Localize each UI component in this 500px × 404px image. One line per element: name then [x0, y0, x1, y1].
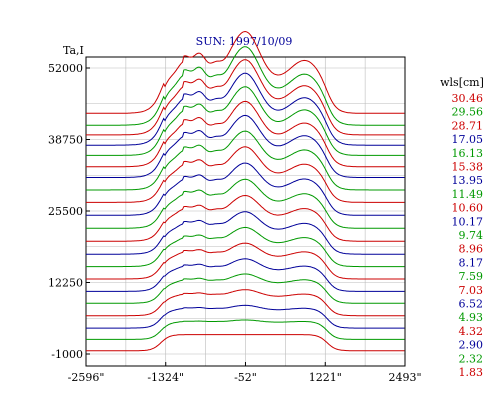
- series-line-30.46: [86, 30, 405, 114]
- y-axis-label: Ta,I: [63, 44, 84, 57]
- series-line-10.17: [86, 162, 405, 216]
- series-line-2.90: [86, 304, 405, 329]
- legend-entry: 1.83: [459, 366, 484, 379]
- legend-entry: 13.95: [452, 174, 484, 187]
- y-tick-label: 12250: [48, 277, 83, 290]
- x-tick-label: -52": [234, 371, 257, 384]
- series-line-7.03: [86, 242, 405, 280]
- series-line-16.13: [86, 86, 405, 156]
- series-line-7.59: [86, 226, 405, 268]
- series-line-15.38: [86, 100, 405, 168]
- series-line-28.71: [86, 59, 405, 136]
- y-tick-label: 38750: [48, 134, 83, 147]
- legend-entry: 8.17: [459, 256, 484, 269]
- series-line-8.96: [86, 194, 405, 242]
- legend-entry: 28.71: [452, 119, 484, 132]
- series-line-4.32: [86, 289, 405, 317]
- x-tick-label: -2596": [68, 371, 105, 384]
- legend-entry: 2.90: [459, 339, 484, 352]
- tick-layer: -2596" -1324" -52" 1221" 2493" 52000 38750 2550…: [48, 62, 422, 384]
- series-layer: [86, 30, 405, 352]
- x-tick-label: 1221": [309, 371, 342, 384]
- legend-entry: 2.32: [459, 352, 484, 365]
- legend-layer: 30.4629.5628.7117.0516.1315.3813.9511.49…: [452, 92, 484, 379]
- series-line-9.74: [86, 178, 405, 229]
- legend-entry: 15.38: [452, 161, 484, 174]
- legend-entry: 16.13: [452, 147, 484, 160]
- x-tick-label: 2493": [388, 371, 421, 384]
- chart-title: SUN: 1997/10/09: [196, 35, 293, 48]
- legend-entry: 30.46: [452, 92, 484, 105]
- series-line-11.49: [86, 130, 405, 191]
- series-line-4.93: [86, 273, 405, 304]
- grid-layer: [85, 57, 406, 366]
- series-line-1.83: [86, 334, 405, 352]
- y-tick-label: -1000: [51, 348, 83, 361]
- legend-entry: 17.05: [452, 133, 484, 146]
- series-line-8.17: [86, 211, 405, 255]
- series-line-13.95: [86, 114, 405, 178]
- series-line-10.60: [86, 146, 405, 203]
- series-line-29.56: [86, 46, 405, 126]
- legend-entry: 7.59: [459, 270, 484, 283]
- legend-entry: 8.96: [459, 243, 484, 256]
- legend-entry: 10.60: [452, 202, 484, 215]
- y-tick-label: 25500: [48, 205, 83, 218]
- legend-entry: 4.93: [459, 311, 484, 324]
- legend-entry: 4.32: [459, 325, 484, 338]
- series-line-2.32: [86, 319, 405, 340]
- legend-entry: 11.49: [452, 188, 484, 201]
- legend-title: wls[cm]: [440, 76, 484, 89]
- x-tick-label: -1324": [147, 371, 184, 384]
- legend-entry: 7.03: [459, 284, 484, 297]
- y-tick-label: 52000: [48, 62, 83, 75]
- legend-entry: 29.56: [452, 106, 484, 119]
- legend-entry: 9.74: [459, 229, 484, 242]
- legend-entry: 6.52: [459, 298, 484, 311]
- series-line-17.05: [86, 72, 405, 146]
- legend-entry: 10.17: [452, 215, 484, 228]
- series-line-6.52: [86, 258, 405, 292]
